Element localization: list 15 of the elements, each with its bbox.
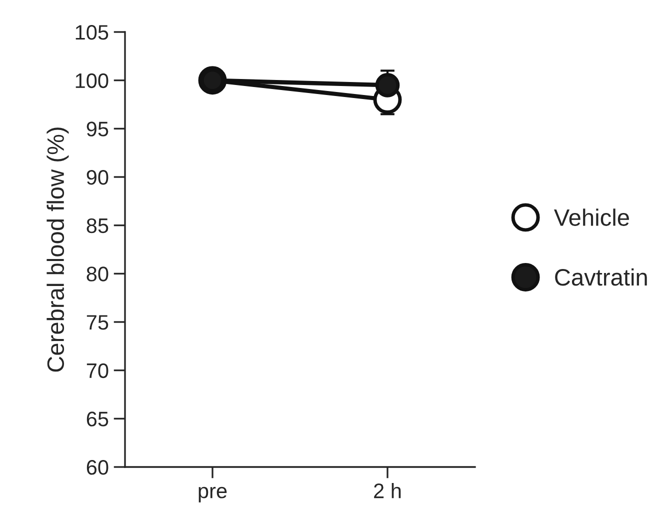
y-tick-label: 90 <box>86 170 108 185</box>
x-tick-label: 2 h <box>374 482 401 498</box>
y-tick-label: 95 <box>86 122 108 136</box>
y-tick-label: 85 <box>86 218 108 234</box>
y-tick-label: 60 <box>86 460 108 475</box>
y-tick-label: 100 <box>76 73 108 88</box>
legend-label: Vehicle <box>554 208 629 226</box>
y-tick-label: 70 <box>86 363 108 378</box>
y-tick-label: 80 <box>86 266 108 282</box>
y-tick-label: 75 <box>86 315 108 330</box>
x-tick-label: pre <box>198 486 227 502</box>
y-tick-label: 65 <box>86 412 108 426</box>
y-axis-title: Cerebral blood flow (%) <box>46 128 69 372</box>
legend-label: Cavtratin <box>555 268 647 286</box>
y-tick-label: 105 <box>76 25 108 40</box>
